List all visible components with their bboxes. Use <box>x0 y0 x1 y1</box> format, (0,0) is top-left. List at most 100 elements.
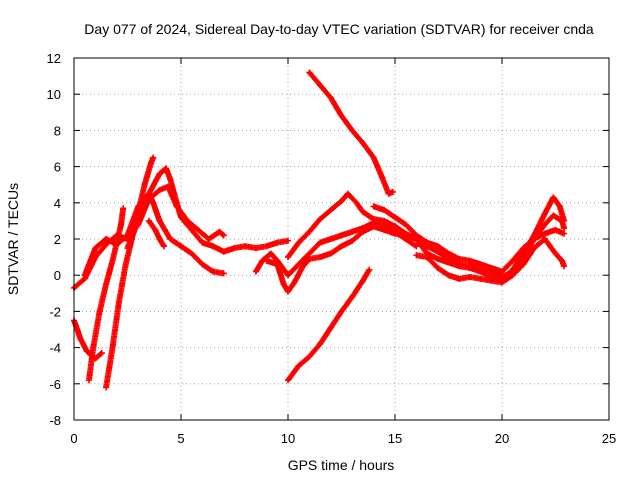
data-point <box>220 248 227 255</box>
data-point <box>381 207 388 214</box>
data-point <box>77 335 84 342</box>
series-arc-e <box>81 190 227 279</box>
y-tick-label: 6 <box>54 160 61 175</box>
data-point <box>299 263 306 270</box>
data-point <box>122 263 129 270</box>
data-point <box>81 272 88 279</box>
data-point <box>456 255 463 262</box>
data-point <box>402 230 409 237</box>
data-point <box>370 154 377 161</box>
data-point <box>488 277 495 284</box>
y-tick-label: 10 <box>47 87 61 102</box>
data-point <box>389 188 396 195</box>
data-point <box>199 261 206 268</box>
data-point <box>499 279 505 286</box>
data-point <box>205 236 212 242</box>
data-point <box>561 263 568 270</box>
data-point <box>96 308 103 315</box>
data-point <box>124 245 131 252</box>
data-point <box>242 243 249 250</box>
data-point <box>150 154 157 161</box>
x-tick-label: 10 <box>281 431 295 446</box>
data-point <box>379 174 386 181</box>
data-point <box>285 288 291 295</box>
y-tick-label: -8 <box>49 413 61 428</box>
data-point <box>349 237 356 244</box>
data-point <box>135 217 142 224</box>
data-point <box>317 239 324 246</box>
data-point <box>509 266 516 273</box>
data-point <box>434 248 441 255</box>
data-point <box>349 293 356 300</box>
data-point <box>274 239 281 246</box>
data-point <box>306 353 313 360</box>
series-arc-c <box>85 205 127 384</box>
data-point <box>338 243 345 250</box>
data-point <box>306 250 313 257</box>
data-point <box>178 243 184 250</box>
data-point <box>285 254 291 261</box>
data-point <box>109 257 116 264</box>
data-point <box>115 299 122 306</box>
data-point <box>103 236 110 242</box>
data-point <box>392 214 398 221</box>
data-point <box>541 230 548 237</box>
data-point <box>552 226 559 233</box>
data-point <box>280 281 287 288</box>
data-point <box>353 199 360 206</box>
data-point <box>156 236 163 242</box>
data-point <box>531 245 538 252</box>
data-point <box>456 263 463 270</box>
data-point <box>445 272 452 279</box>
data-point <box>466 257 473 264</box>
x-tick-label: 25 <box>602 431 616 446</box>
data-point <box>306 255 313 262</box>
data-point <box>477 261 484 268</box>
data-point <box>556 203 563 210</box>
data-point <box>381 217 388 224</box>
data-point <box>509 257 516 264</box>
data-point <box>370 223 377 230</box>
data-point <box>150 199 157 206</box>
data-point <box>188 226 195 233</box>
data-point <box>558 257 565 264</box>
data-point <box>113 241 120 248</box>
data-point <box>520 245 527 252</box>
data-point <box>173 199 180 206</box>
data-point <box>83 348 90 355</box>
data-point <box>359 228 366 235</box>
data-point <box>103 241 110 248</box>
data-point <box>267 250 274 257</box>
y-axis-label: SDTVAR / TECUs <box>5 183 21 295</box>
data-point <box>148 159 155 166</box>
data-point <box>220 270 227 277</box>
data-point <box>263 257 270 264</box>
data-point <box>488 264 495 271</box>
data-point <box>338 112 345 119</box>
data-point <box>370 203 377 210</box>
series-arc-g <box>145 217 167 250</box>
data-point <box>145 217 152 224</box>
x-tick-label: 20 <box>495 431 509 446</box>
data-point <box>285 272 291 279</box>
axis-ticks: -8 -6 -4 -2 0 2 4 6 8 10 12 0 5 10 15 20 25 <box>47 51 617 446</box>
x-axis-label: GPS time / hours <box>288 457 395 473</box>
data-point <box>327 94 334 101</box>
data-point <box>252 268 259 275</box>
series-arc-j <box>285 190 568 284</box>
data-point <box>381 226 388 233</box>
data-point <box>167 236 174 242</box>
data-point <box>118 221 125 228</box>
data-point <box>295 239 302 246</box>
plot-frame <box>73 57 610 421</box>
data-point <box>434 255 441 262</box>
data-point <box>263 243 270 250</box>
data-point <box>477 275 484 282</box>
data-point <box>216 228 223 235</box>
data-point <box>195 226 202 233</box>
data-point <box>550 194 557 201</box>
data-point <box>220 232 227 239</box>
data-point <box>424 254 431 261</box>
data-point <box>541 236 548 242</box>
